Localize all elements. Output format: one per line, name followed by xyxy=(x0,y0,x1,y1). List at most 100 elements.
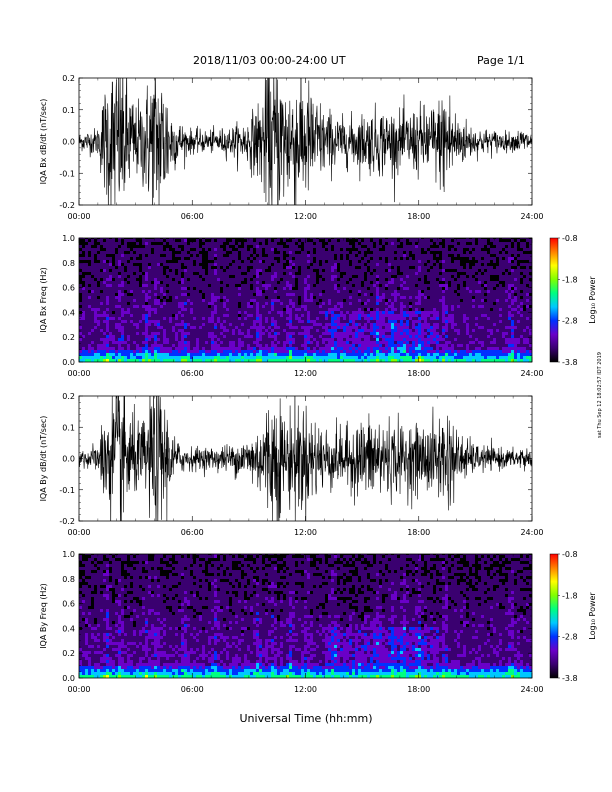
spectrogram-cell xyxy=(319,278,322,281)
spectrogram-cell xyxy=(406,248,409,251)
spectrogram-cell xyxy=(352,317,355,320)
spectrogram-cell xyxy=(253,266,256,269)
spectrogram-cell xyxy=(313,266,316,269)
spectrogram-cell xyxy=(145,245,148,248)
spectrogram-cell xyxy=(352,308,355,311)
spectrogram-cell xyxy=(190,257,193,260)
spectrogram-cell xyxy=(289,335,292,338)
spectrogram-cell xyxy=(424,269,427,272)
spectrogram-cell xyxy=(361,305,364,308)
spectrogram-cell xyxy=(226,311,229,314)
spectrogram-cell xyxy=(94,254,97,257)
spectrogram-cell xyxy=(160,257,163,260)
spectrogram-cell xyxy=(316,329,319,332)
spectrogram-cell xyxy=(382,323,385,326)
spectrogram-cell xyxy=(190,317,193,320)
spectrogram-cell xyxy=(325,308,328,311)
spectrogram-cell xyxy=(367,290,370,293)
spectrogram-cell xyxy=(301,290,304,293)
spectrogram-cell xyxy=(397,260,400,263)
spectrogram-cell xyxy=(148,299,151,302)
spectrogram-cell xyxy=(397,359,400,362)
panel-1 xyxy=(78,77,533,206)
spectrogram-cell xyxy=(301,350,304,353)
spectrogram-cell xyxy=(154,272,157,275)
spectrogram-cell xyxy=(91,353,94,356)
spectrogram-cell xyxy=(130,272,133,275)
spectrogram-cell xyxy=(340,356,343,359)
spectrogram-cell xyxy=(256,344,259,347)
spectrogram-cell xyxy=(184,356,187,359)
spectrogram-cell xyxy=(409,326,412,329)
spectrogram-cell xyxy=(343,272,346,275)
spectrogram-cell xyxy=(136,293,139,296)
spectrogram-cell xyxy=(166,266,169,269)
spectrogram-cell xyxy=(376,332,379,335)
spectrogram-cell xyxy=(319,347,322,350)
spectrogram-cell xyxy=(370,311,373,314)
spectrogram-cell xyxy=(331,245,334,248)
spectrogram-cell xyxy=(208,290,211,293)
spectrogram-cell xyxy=(157,263,160,266)
spectrogram-cell xyxy=(139,251,142,254)
spectrogram-cell xyxy=(169,284,172,287)
spectrogram-cell xyxy=(142,266,145,269)
spectrogram-cell xyxy=(118,238,121,239)
spectrogram-cell xyxy=(100,290,103,293)
spectrogram-cell xyxy=(118,263,121,266)
spectrogram-cell xyxy=(301,269,304,272)
spectrogram-cell xyxy=(337,302,340,305)
spectrogram-cell xyxy=(265,317,268,320)
spectrogram-cell xyxy=(388,263,391,266)
spectrogram-cell xyxy=(367,251,370,254)
spectrogram-cell xyxy=(157,326,160,329)
spectrogram-cell xyxy=(358,332,361,335)
spectrogram-cell xyxy=(91,263,94,266)
spectrogram-cell xyxy=(145,329,148,332)
spectrogram-cell xyxy=(241,308,244,311)
spectrogram-cell xyxy=(403,332,406,335)
spectrogram-cell xyxy=(298,248,301,251)
spectrogram-cell xyxy=(352,272,355,275)
spectrogram-cell xyxy=(226,245,229,248)
spectrogram-cell xyxy=(178,278,181,281)
spectrogram-cell xyxy=(277,266,280,269)
spectrogram-cell xyxy=(235,248,238,251)
spectrogram-cell xyxy=(121,293,124,296)
spectrogram-cell xyxy=(409,296,412,299)
spectrogram-cell xyxy=(136,335,139,338)
spectrogram-cell xyxy=(253,272,256,275)
spectrogram-cell xyxy=(262,278,265,281)
spectrogram-cell xyxy=(406,245,409,248)
spectrogram-cell xyxy=(337,248,340,251)
spectrogram-cell xyxy=(259,305,262,308)
spectrogram-cell xyxy=(352,347,355,350)
spectrogram-cell xyxy=(358,311,361,314)
spectrogram-cell xyxy=(139,260,142,263)
spectrogram-cell xyxy=(232,353,235,356)
spectrogram-cell xyxy=(235,323,238,326)
spectrogram-cell xyxy=(79,260,82,263)
spectrogram-cell xyxy=(397,320,400,323)
spectrogram-cell xyxy=(361,242,364,245)
spectrogram-cell xyxy=(325,329,328,332)
spectrogram-cell xyxy=(226,290,229,293)
spectrogram-cell xyxy=(160,293,163,296)
spectrogram-cell xyxy=(163,335,166,338)
spectrogram-cell xyxy=(172,287,175,290)
spectrogram-cell xyxy=(226,332,229,335)
spectrogram-cell xyxy=(244,242,247,245)
spectrogram-cell xyxy=(379,287,382,290)
spectrogram-cell xyxy=(115,335,118,338)
spectrogram-cell xyxy=(283,314,286,317)
spectrogram-cell xyxy=(394,284,397,287)
spectrogram-cell xyxy=(82,266,85,269)
spectrogram-cell xyxy=(97,245,100,248)
spectrogram-cell xyxy=(199,281,202,284)
spectrogram-cell xyxy=(250,239,253,242)
spectrogram-cell xyxy=(178,353,181,356)
spectrogram-cell xyxy=(349,293,352,296)
spectrogram-cell xyxy=(241,275,244,278)
spectrogram-cell xyxy=(346,320,349,323)
spectrogram-cell xyxy=(307,260,310,263)
